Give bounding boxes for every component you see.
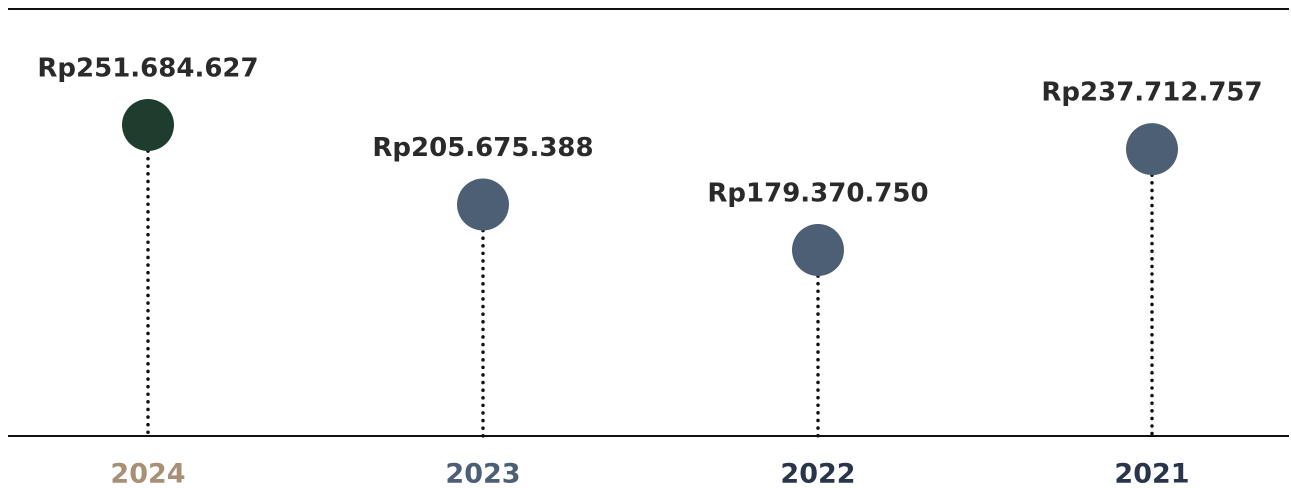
value-label: Rp251.684.627 [37,54,258,84]
category-label: 2021 [1114,459,1189,488]
dot [122,99,174,151]
value-label: Rp205.675.388 [372,133,593,163]
marks: Rp251.684.627 2024 Rp205.675.388 2023 Rp179.… [37,54,1262,488]
value-label: Rp237.712.757 [1041,78,1262,108]
category-label: 2023 [445,459,520,488]
dot [792,224,844,276]
category-label: 2022 [780,459,855,488]
category-label: 2024 [110,459,185,488]
dot [1126,123,1178,176]
dot [457,178,509,231]
value-label: Rp179.370.750 [707,179,928,209]
